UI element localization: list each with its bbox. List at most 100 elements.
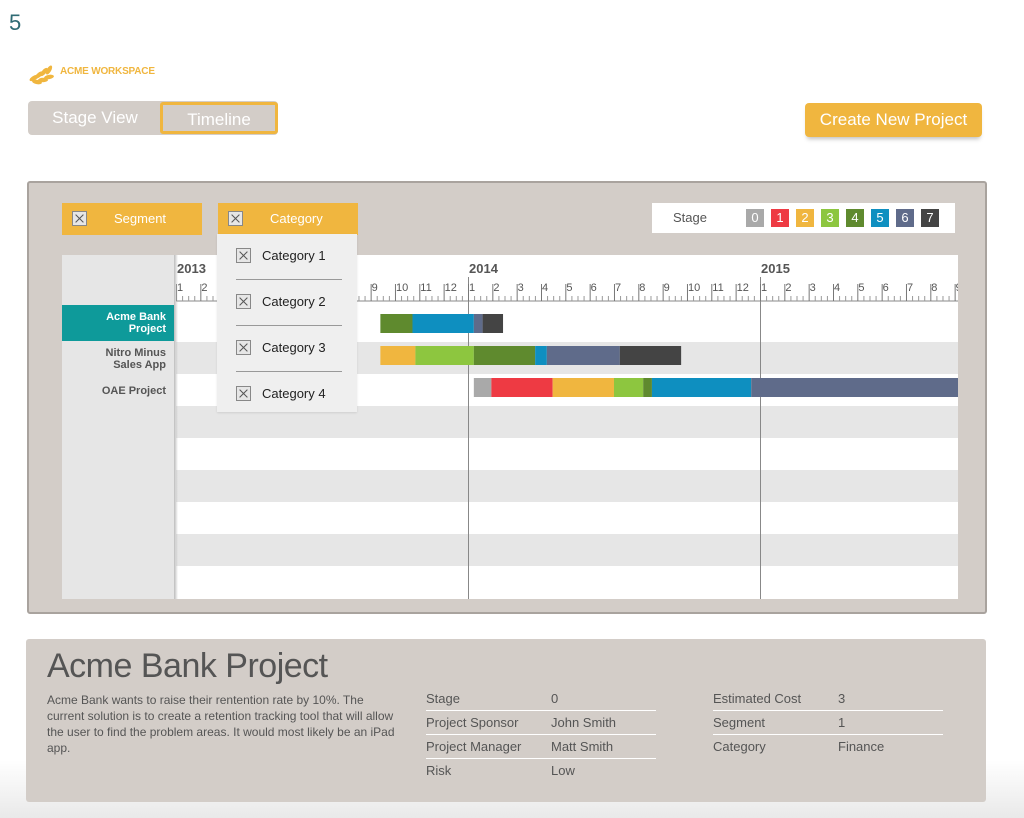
- field-value: Low: [551, 763, 575, 778]
- row-stripe: [176, 566, 958, 598]
- timeline-bar-stage-6: [546, 346, 620, 365]
- category-option-2[interactable]: Category 2: [217, 280, 357, 326]
- timeline-bar-stage-5: [412, 314, 474, 333]
- segment-filter-label: Segment: [114, 211, 167, 226]
- project-title: Acme Bank Project: [47, 647, 328, 685]
- detail-segment: Segment 1: [713, 711, 943, 735]
- month-label: 12: [445, 282, 457, 294]
- laurel-icon: [29, 65, 54, 85]
- project-row-label[interactable]: Acme Bank Project: [62, 305, 174, 341]
- segment-filter-button[interactable]: Segment: [62, 203, 202, 235]
- project-name-line: Sales App: [113, 359, 166, 371]
- month-label: 12: [737, 282, 749, 294]
- stage-chip-0: 0: [746, 209, 764, 227]
- timeline-bar-stage-2: [552, 378, 614, 397]
- month-label: 10: [688, 282, 700, 294]
- month-label: 11: [712, 282, 723, 294]
- month-label: 7: [615, 282, 621, 294]
- category-dropdown: Category 1 Category 2 Category 3 Category 4: [217, 234, 357, 412]
- month-label: 3: [518, 282, 524, 294]
- category-option-label: Category 4: [262, 386, 326, 401]
- project-name-line: Acme Bank: [106, 311, 166, 323]
- field-value: 0: [551, 691, 559, 706]
- project-details: Acme Bank Project Acme Bank wants to rai…: [26, 639, 986, 802]
- category-option-label: Category 2: [262, 294, 326, 309]
- field-value: Finance: [838, 739, 885, 754]
- close-icon[interactable]: [236, 386, 251, 401]
- row-stripe: [176, 534, 958, 566]
- project-list: Acme Bank Project Nitro Minus Sales App OAE …: [62, 255, 174, 599]
- category-filter-button[interactable]: Category: [218, 203, 358, 235]
- stage-view-button[interactable]: Stage View: [52, 108, 138, 127]
- stage-chip-5: 5: [871, 209, 889, 227]
- stage-chip-7: 7: [921, 209, 939, 227]
- logo: ACME WORKSPACE: [28, 60, 178, 90]
- month-label: 4: [542, 282, 548, 294]
- detail-project-sponsor: Project Sponsor John Smith: [426, 711, 656, 735]
- month-label: 8: [639, 282, 645, 294]
- close-icon[interactable]: [236, 340, 251, 355]
- project-name-line: Project: [128, 323, 166, 335]
- detail-risk: Risk Low: [426, 759, 656, 783]
- timeline-bar-stage-3: [415, 346, 474, 365]
- month-label: 6: [883, 282, 889, 294]
- row-stripe: [176, 438, 958, 470]
- month-label: 1: [469, 282, 475, 294]
- month-label: 2: [493, 282, 499, 294]
- month-label: 5: [566, 282, 572, 294]
- close-icon[interactable]: [228, 211, 243, 226]
- divider: [174, 255, 178, 599]
- month-label: 1: [177, 282, 183, 294]
- month-label: 9: [956, 282, 958, 294]
- timeline-bar-stage-5: [535, 346, 547, 365]
- timeline-bar-stage-6: [473, 314, 483, 333]
- timeline-chart: 2013201420151234567891011121234567891011…: [62, 255, 958, 599]
- field-value: John Smith: [551, 715, 617, 730]
- timeline-bar-stage-4: [380, 314, 413, 333]
- month-label: 7: [907, 282, 913, 294]
- timeline-bar-stage-5: [651, 378, 752, 397]
- timeline-button[interactable]: Timeline: [160, 102, 278, 134]
- category-option-1[interactable]: Category 1: [217, 234, 357, 280]
- category-option-4[interactable]: Category 4: [217, 372, 357, 418]
- row-stripe: [176, 470, 958, 502]
- month-label: 2: [785, 282, 791, 294]
- project-name-line: OAE Project: [101, 385, 166, 397]
- detail-project-manager: Project Manager Matt Smith: [426, 735, 656, 759]
- separator: [236, 325, 342, 326]
- close-icon[interactable]: [72, 211, 87, 226]
- month-label: 9: [664, 282, 670, 294]
- category-option-label: Category 1: [262, 248, 326, 263]
- project-row-label[interactable]: Nitro Minus Sales App: [62, 341, 174, 377]
- category-filter-label: Category: [270, 211, 323, 226]
- timeline-bar-stage-1: [491, 378, 553, 397]
- month-label: 11: [420, 282, 431, 294]
- project-row-label[interactable]: OAE Project: [62, 377, 174, 409]
- month-label: 2: [201, 282, 207, 294]
- category-option-label: Category 3: [262, 340, 326, 355]
- close-icon[interactable]: [236, 294, 251, 309]
- month-label: 9: [372, 282, 378, 294]
- stage-chip-2: 2: [796, 209, 814, 227]
- stage-chip-3: 3: [821, 209, 839, 227]
- project-name-line: Nitro Minus: [105, 347, 167, 359]
- timeline-bar-stage-4: [643, 378, 652, 397]
- page-number: 5: [9, 10, 22, 35]
- month-label: 4: [834, 282, 840, 294]
- timeline-bar-stage-7: [619, 346, 682, 365]
- stage-legend-label: Stage: [673, 210, 707, 225]
- detail-stage: Stage 0: [426, 687, 656, 711]
- month-label: 1: [761, 282, 767, 294]
- field-label: Stage: [426, 691, 460, 706]
- category-option-3[interactable]: Category 3: [217, 326, 357, 372]
- separator: [236, 279, 342, 280]
- field-label: Risk: [426, 763, 452, 778]
- field-label: Project Sponsor: [426, 715, 519, 730]
- stage-chip-1: 1: [771, 209, 789, 227]
- create-new-project-button[interactable]: Create New Project: [805, 103, 982, 137]
- month-label: 6: [591, 282, 597, 294]
- close-icon[interactable]: [236, 248, 251, 263]
- month-label: 10: [396, 282, 408, 294]
